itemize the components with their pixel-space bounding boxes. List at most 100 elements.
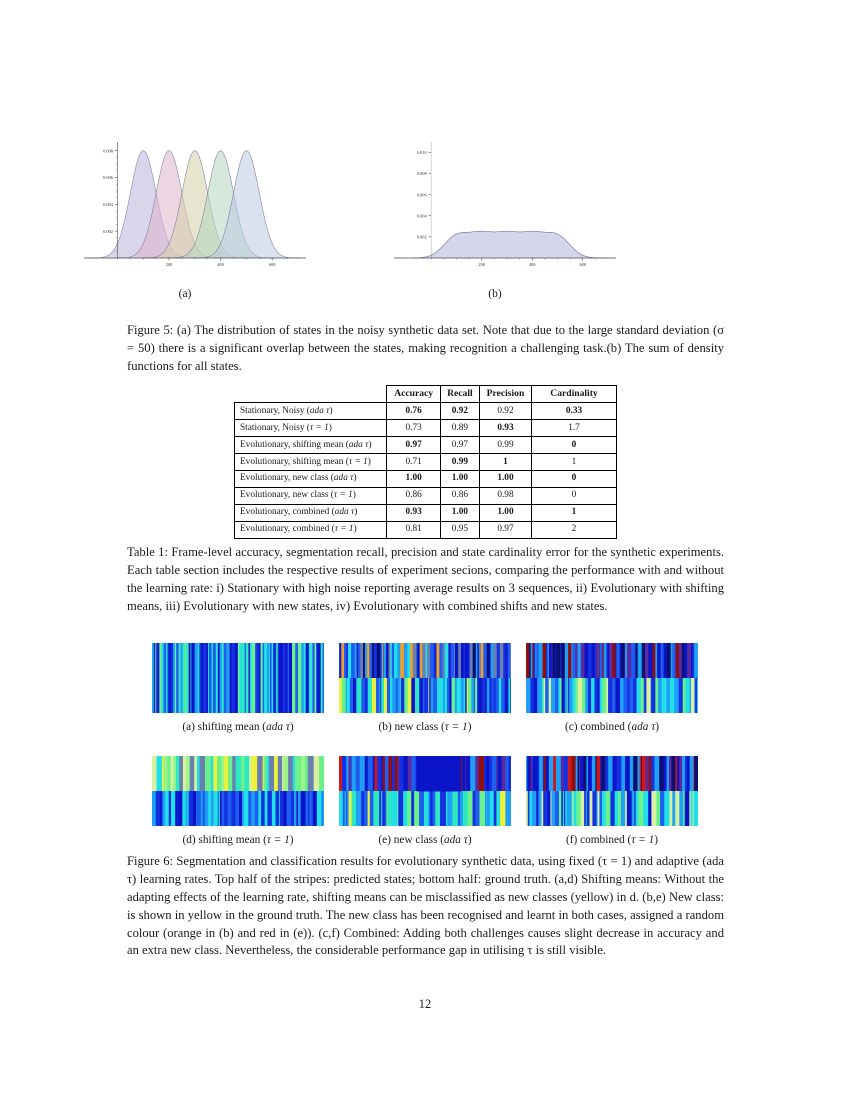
- table-row-label: Evolutionary, shifting mean (ada τ): [233, 436, 388, 455]
- table-cell-recall: 0.89: [439, 419, 480, 438]
- panel-b-caption-prefix: (b) new class (: [378, 721, 445, 733]
- panel-c-caption-italic: ada τ: [631, 721, 656, 733]
- figure-6-panel-e: (e) new class (ada τ): [339, 756, 511, 846]
- figure-6-panel-f: (f) combined (τ = 1): [526, 756, 698, 846]
- svg-text:0.002: 0.002: [417, 234, 427, 239]
- stripe-image-c: [526, 643, 698, 713]
- panel-d-caption-italic: τ = 1: [266, 834, 290, 846]
- figure-6-caption: Figure 6: Segmentation and classificatio…: [127, 854, 724, 958]
- table-cell-precision: 0.97: [478, 521, 533, 540]
- table-cell-accuracy: 0.97: [386, 436, 441, 455]
- table-row: Evolutionary, shifting mean (τ = 1) 0.71 0…: [233, 453, 617, 472]
- figure-6-panel-d: (d) shifting mean (τ = 1): [152, 756, 324, 846]
- chart-b-area: 0.002 0.004 0.006 0.008 0.010 200 400 600: [370, 130, 620, 285]
- figure-6-panel-a: (a) shifting mean (ada τ): [152, 643, 324, 733]
- panel-f-caption-italic: τ = 1: [631, 834, 655, 846]
- panel-f-caption-prefix: (f) combined (: [566, 834, 632, 846]
- svg-text:600: 600: [269, 262, 276, 267]
- table-cell-cardinality: 0: [531, 470, 617, 489]
- svg-text:0.008: 0.008: [417, 171, 428, 176]
- panel-a-caption-prefix: (a) shifting mean (: [182, 721, 267, 733]
- table-cell-accuracy: 0.71: [386, 453, 441, 472]
- table-body: Stationary, Noisy (ada τ) 0.76 0.92 0.92 0.3…: [233, 402, 617, 540]
- table-cell-cardinality: 0: [531, 436, 617, 455]
- table-cell-precision: 1.00: [478, 470, 533, 489]
- table-cell-precision: 0.93: [478, 419, 533, 438]
- table-cell-cardinality: 1.7: [531, 419, 617, 438]
- panel-b-caption-suffix: ): [467, 721, 472, 733]
- table-row-label: Evolutionary, combined (τ = 1): [233, 521, 388, 540]
- svg-text:0.004: 0.004: [417, 213, 428, 218]
- figure-5-panel-a-label: (a): [178, 288, 192, 300]
- table-cell-recall: 1.00: [439, 504, 480, 523]
- stripe-image-b: [339, 643, 511, 713]
- stripe-image-a: [152, 643, 324, 713]
- table-1-wrapper: Accuracy Recall Precision Cardinality St…: [233, 384, 617, 540]
- table-header-row: Accuracy Recall Precision Cardinality: [234, 384, 617, 404]
- table-row: Evolutionary, shifting mean (ada τ) 0.97 0…: [233, 436, 617, 455]
- table-cell-recall: 1.00: [439, 470, 480, 489]
- table-cell-accuracy: 0.81: [386, 521, 441, 540]
- figure-5-caption: Figure 5: (a) The distribution of states…: [127, 323, 724, 373]
- figure-6-row-top: (a) shifting mean (ada τ) (b) new class …: [152, 643, 698, 733]
- svg-text:200: 200: [478, 262, 485, 267]
- table-cell-accuracy: 1.00: [386, 470, 441, 489]
- figure-6-panel-e-caption: (e) new class (ada τ): [339, 834, 511, 846]
- table-cell-accuracy: 0.76: [386, 402, 441, 421]
- table-cell-cardinality: 0.33: [531, 402, 617, 421]
- figure-6: (a) shifting mean (ada τ) (b) new class …: [152, 643, 698, 846]
- table-row-label: Evolutionary, combined (ada τ): [233, 504, 388, 523]
- panel-e-caption-prefix: (e) new class (: [378, 834, 444, 846]
- figure-6-panel-c-caption: (c) combined (ada τ): [526, 721, 698, 733]
- table-row-label: Evolutionary, new class (τ = 1): [233, 487, 388, 506]
- table-row-label: Stationary, Noisy (ada τ): [233, 402, 388, 421]
- table-cell-accuracy: 0.93: [386, 504, 441, 523]
- chart-a-area: 0.002 0.004 0.006 0.008 200 400 600: [60, 130, 310, 285]
- stripe-image-e: [339, 756, 511, 826]
- figure-5-panel-b-label: (b): [488, 288, 502, 300]
- table-cell-accuracy: 0.73: [386, 419, 441, 438]
- svg-text:200: 200: [166, 262, 173, 267]
- svg-text:0.006: 0.006: [103, 175, 114, 180]
- figure-5: 0.002 0.004 0.006 0.008 200 400 600 (a) 0.002 0…: [60, 130, 620, 300]
- table-row-label: Evolutionary, shifting mean (τ = 1): [233, 453, 388, 472]
- svg-text:400: 400: [529, 262, 536, 267]
- page-number: 12: [418, 997, 432, 1011]
- gaussian-states-chart: 0.002 0.004 0.006 0.008 200 400 600: [84, 142, 306, 267]
- table-cell-cardinality: 2: [531, 521, 617, 540]
- table-header-cardinality: Cardinality: [531, 384, 617, 404]
- results-table: Accuracy Recall Precision Cardinality St…: [233, 384, 617, 540]
- table-row: Evolutionary, combined (τ = 1) 0.81 0.95 0.…: [233, 521, 617, 540]
- table-cell-accuracy: 0.86: [386, 487, 441, 506]
- figure-6-panel-c: (c) combined (ada τ): [526, 643, 698, 733]
- table-cell-recall: 0.97: [439, 436, 480, 455]
- panel-e-caption-italic: ada τ: [443, 834, 468, 846]
- svg-text:0.002: 0.002: [103, 229, 113, 234]
- svg-text:0.006: 0.006: [417, 192, 428, 197]
- table-cell-cardinality: 1: [531, 453, 617, 472]
- table-cell-recall: 0.92: [439, 402, 480, 421]
- table-cell-precision: 1: [478, 453, 533, 472]
- panel-d-caption-prefix: (d) shifting mean (: [182, 834, 267, 846]
- svg-text:0.008: 0.008: [103, 148, 114, 153]
- panel-b-caption-italic: τ = 1: [444, 721, 468, 733]
- stripe-image-d: [152, 756, 324, 826]
- table-row: Evolutionary, new class (ada τ) 1.00 1.00 1…: [233, 470, 617, 489]
- table-cell-precision: 0.99: [478, 436, 533, 455]
- table-row-label: Stationary, Noisy (τ = 1): [233, 419, 388, 438]
- panel-d-caption-suffix: ): [289, 834, 294, 846]
- figure-6-panel-f-caption: (f) combined (τ = 1): [526, 834, 698, 846]
- svg-text:400: 400: [217, 262, 224, 267]
- figure-6-row-bottom: (d) shifting mean (τ = 1) (e) new class …: [152, 756, 698, 846]
- table-cell-cardinality: 0: [531, 487, 617, 506]
- panel-a-caption-italic: ada τ: [266, 721, 290, 733]
- stripe-image-f: [526, 756, 698, 826]
- table-cell-recall: 0.86: [439, 487, 480, 506]
- table-header-recall: Recall: [439, 384, 480, 404]
- density-sum-chart: 0.002 0.004 0.006 0.008 0.010 200 400 600: [394, 142, 616, 267]
- table-header-blank: [234, 385, 388, 404]
- figure-5-panel-a: 0.002 0.004 0.006 0.008 200 400 600 (a): [60, 130, 310, 300]
- table-cell-recall: 0.99: [439, 453, 480, 472]
- figure-6-panel-d-caption: (d) shifting mean (τ = 1): [152, 834, 324, 846]
